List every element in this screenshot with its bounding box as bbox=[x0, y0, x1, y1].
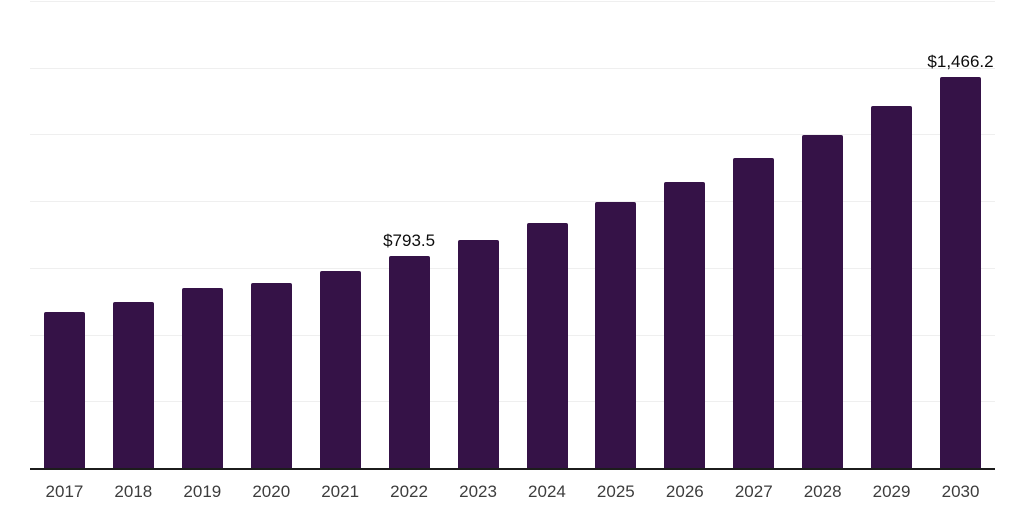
gridline bbox=[30, 334, 995, 336]
x-tick-label-2027: 2027 bbox=[734, 482, 773, 501]
gridline bbox=[30, 67, 995, 69]
gridline bbox=[30, 267, 995, 269]
bar-2030 bbox=[940, 76, 981, 468]
gridline bbox=[30, 201, 995, 203]
x-tick-label-2026: 2026 bbox=[665, 482, 704, 501]
bar-2024 bbox=[526, 222, 568, 468]
bar-2017 bbox=[44, 312, 85, 468]
bar-2025 bbox=[595, 201, 637, 468]
x-axis-line bbox=[30, 468, 995, 470]
bar-2019 bbox=[181, 288, 223, 468]
value-label-2030: $1,466.2 bbox=[927, 51, 994, 71]
bar-2028 bbox=[802, 135, 844, 468]
bar-2021 bbox=[319, 271, 361, 468]
x-tick-label-2023: 2023 bbox=[459, 482, 497, 501]
x-tick-label-2028: 2028 bbox=[803, 482, 842, 501]
bar-2029 bbox=[871, 105, 913, 468]
bar-2020 bbox=[250, 283, 292, 468]
x-tick-label-2024: 2024 bbox=[528, 482, 566, 501]
x-tick-label-2020: 2020 bbox=[252, 482, 291, 501]
bar-2022 bbox=[388, 256, 430, 468]
gridline bbox=[30, 1, 995, 2]
gridline bbox=[30, 134, 995, 136]
x-tick-label-2025: 2025 bbox=[596, 482, 635, 501]
x-tick-label-2017: 2017 bbox=[45, 482, 84, 501]
x-tick-label-2029: 2029 bbox=[872, 482, 911, 501]
bar-2027 bbox=[733, 157, 775, 468]
bar-2026 bbox=[664, 181, 706, 468]
value-label-2022: $793.5 bbox=[383, 231, 436, 251]
gridline bbox=[30, 401, 995, 403]
x-tick-label-2019: 2019 bbox=[183, 482, 222, 501]
bar-2018 bbox=[112, 302, 154, 468]
x-tick-label-2030: 2030 bbox=[941, 482, 980, 501]
x-tick-label-2022: 2022 bbox=[390, 482, 428, 501]
x-tick-label-2018: 2018 bbox=[114, 482, 153, 501]
x-tick-label-2021: 2021 bbox=[321, 482, 360, 501]
bar-2023 bbox=[457, 239, 499, 468]
